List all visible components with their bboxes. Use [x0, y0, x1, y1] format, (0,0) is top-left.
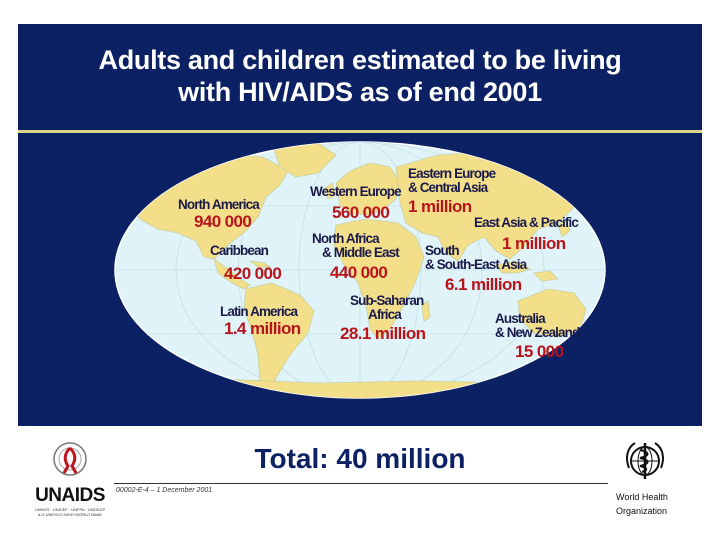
region-value: 420 000	[224, 264, 282, 283]
region-name: Latin America	[220, 304, 298, 319]
region-name-line-2: Africa	[368, 307, 402, 322]
region-name-line-1: Sub-Saharan	[350, 293, 424, 308]
title-line-2: with HIV/AIDS as of end 2001	[178, 77, 542, 107]
unaids-cosponsors-line-1: UNHCR · UNICEF · UNFPA · UNODCP	[34, 507, 106, 512]
footer-divider	[114, 483, 608, 484]
region-name-line-1: Eastern Europe	[408, 166, 496, 181]
land-antarctica	[116, 378, 605, 398]
region-caribbean: Caribbean 420 000	[210, 243, 282, 284]
red-ribbon-icon	[53, 442, 87, 476]
unaids-cosponsors-line-2: ILO·UNESCO·WHO·WORLD BANK	[37, 512, 103, 517]
region-value: 15 000	[515, 342, 564, 361]
who-name-line-1: World Health	[616, 492, 668, 502]
region-value: 1 million	[502, 234, 566, 253]
region-value: 6.1 million	[445, 275, 522, 294]
slide-title: Adults and children estimated to be livi…	[18, 44, 702, 108]
land-se-asia-islands	[495, 260, 531, 274]
land-south-america	[243, 282, 315, 396]
region-australia: Australia & New Zealand 15 000	[495, 311, 580, 362]
region-name-line-1: South	[425, 243, 460, 258]
land-africa	[333, 218, 425, 340]
region-name-line-1: Australia	[495, 311, 546, 326]
who-name-line-2: Organization	[616, 506, 668, 516]
region-name: North America	[178, 197, 260, 212]
region-name-line-1: North Africa	[312, 231, 380, 246]
region-value: 940 000	[194, 212, 252, 231]
region-sub-saharan-africa: Sub-Saharan Africa 28.1 million	[340, 293, 426, 344]
region-south-asia: South & South-East Asia 6.1 million	[425, 243, 527, 295]
title-divider	[18, 130, 702, 133]
unaids-wordmark: UNAIDS	[35, 485, 105, 506]
region-name: Caribbean	[210, 243, 269, 258]
region-western-europe: Western Europe 560 000	[310, 184, 402, 223]
slide-code: 00002-E-4 – 1 December 2001	[116, 487, 213, 494]
region-name-line-2: & New Zealand	[495, 325, 580, 340]
region-name-line-2: & South-East Asia	[425, 257, 527, 272]
region-value: 1 million	[408, 197, 472, 216]
land-central-america	[213, 258, 251, 290]
region-value: 560 000	[332, 203, 390, 222]
who-logo: World Health Organization	[616, 438, 686, 517]
region-north-america: North America 940 000	[178, 197, 260, 232]
region-latin-america: Latin America 1.4 million	[220, 305, 301, 339]
region-eastern-europe: Eastern Europe & Central Asia 1 million	[408, 166, 496, 217]
region-value: 440 000	[330, 263, 388, 282]
region-name-line-2: & Middle East	[322, 245, 400, 260]
region-north-africa: North Africa & Middle East 440 000	[312, 231, 400, 283]
region-name: East Asia & Pacific	[474, 215, 579, 230]
region-value: 28.1 million	[340, 324, 426, 343]
total-label: Total: 40 million	[254, 443, 466, 474]
region-name-line-2: & Central Asia	[408, 180, 488, 195]
title-line-1: Adults and children estimated to be livi…	[98, 45, 622, 75]
unaids-logo: UNAIDS UNHCR · UNICEF · UNFPA · UNODCP I…	[30, 440, 110, 517]
region-value: 1.4 million	[224, 319, 301, 338]
land-europe	[335, 162, 401, 216]
region-east-asia-pacific: East Asia & Pacific 1 million	[474, 215, 579, 254]
region-name: Western Europe	[310, 184, 402, 199]
who-emblem-icon	[626, 442, 664, 479]
world-map	[114, 141, 606, 399]
